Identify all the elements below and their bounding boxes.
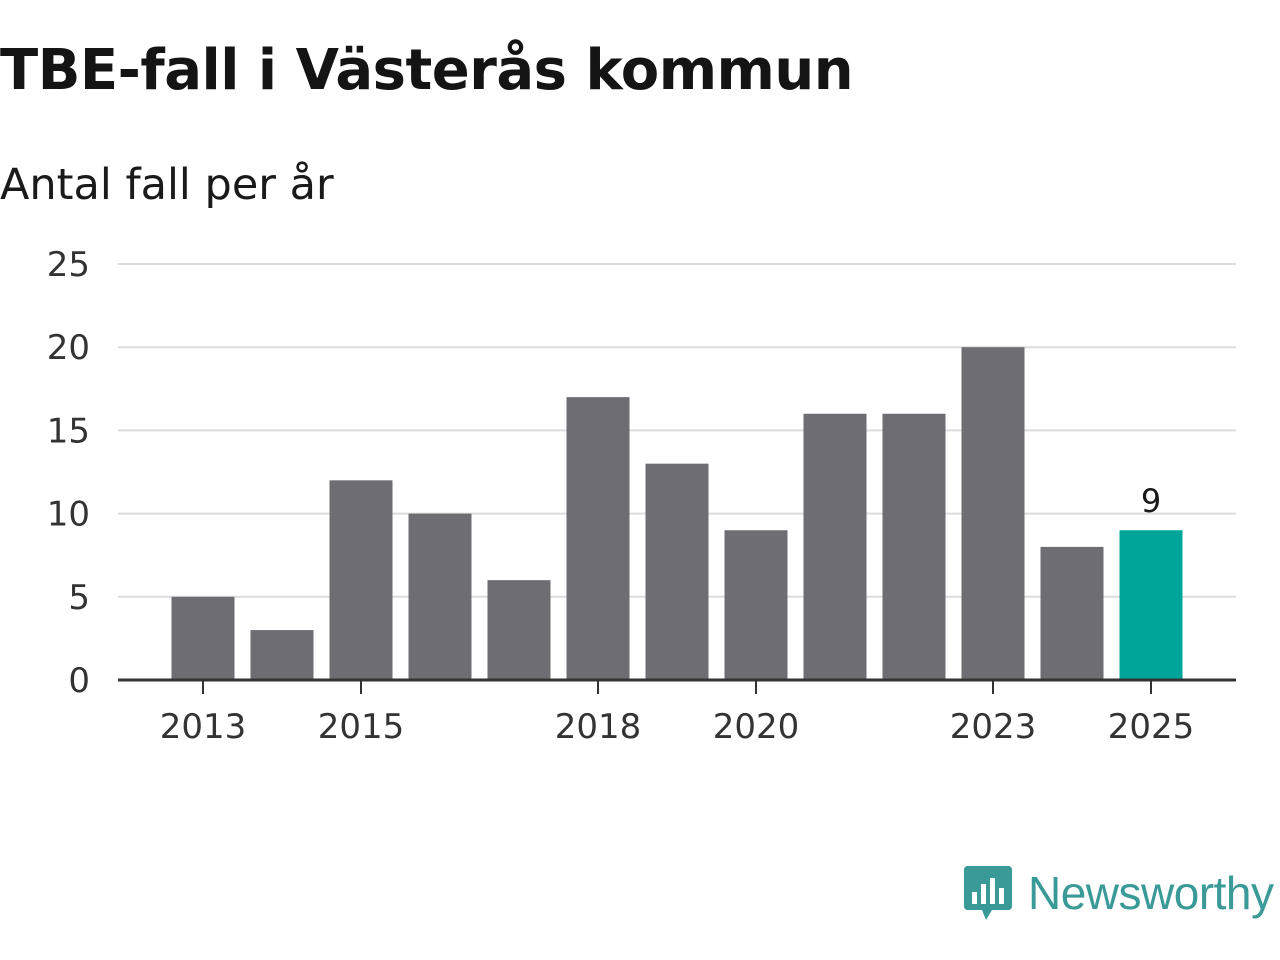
bar-2016 [408,513,472,680]
data-labels: 9 [1141,482,1161,520]
bar-2020 [724,530,788,680]
x-tick-label-2023: 2023 [950,707,1037,747]
bar-2022 [882,413,946,680]
bar-2025 [1119,530,1183,680]
bar-2014 [250,630,314,680]
bar-2019 [645,463,709,680]
x-tick-label-2018: 2018 [555,707,642,747]
y-tick-label-20: 20 [47,328,90,368]
x-tick-label-2020: 2020 [713,707,800,747]
x-tick-label-2025: 2025 [1108,707,1195,747]
brand-logo: Newsworthy [962,862,1274,924]
bar-2018 [566,397,630,680]
y-tick-label-25: 25 [47,245,90,285]
y-tick-label-10: 10 [47,495,90,535]
y-tick-label-0: 0 [68,661,90,701]
x-tick-label-2015: 2015 [318,707,405,747]
chart-title: TBE-fall i Västerås kommun [0,38,854,103]
chart-subtitle: Antal fall per år [0,160,334,210]
bar-2024 [1040,546,1104,680]
bar-2017 [487,580,551,680]
bars [171,347,1183,680]
y-axis-tick-labels: 0 5 10 15 20 25 [47,245,90,701]
y-tick-label-15: 15 [47,411,90,451]
brand-name: Newsworthy [1028,867,1274,919]
newsworthy-logo-icon [964,866,1012,920]
x-axis: 2013 2015 2018 2020 2023 2025 [118,678,1236,747]
data-label-2025: 9 [1141,482,1161,520]
bar-2013 [171,596,235,680]
y-tick-label-5: 5 [68,578,90,618]
bar-2021 [803,413,867,680]
bar-2023 [961,347,1025,680]
bar-2015 [329,480,393,680]
x-tick-label-2013: 2013 [160,707,247,747]
